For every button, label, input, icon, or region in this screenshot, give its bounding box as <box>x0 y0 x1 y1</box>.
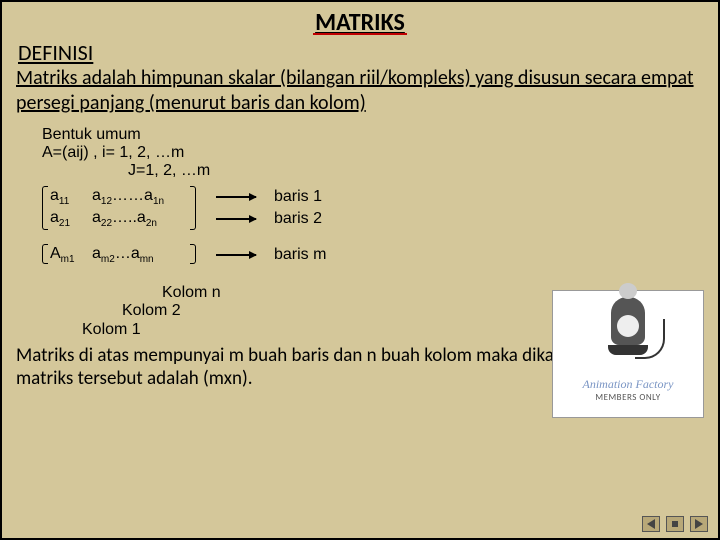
matrix-row-1: a11 a12……a1n <box>50 186 188 208</box>
bracket-left-icon <box>42 244 48 264</box>
triangle-right-icon <box>695 519 703 529</box>
robot-icon <box>603 297 653 375</box>
bentuk-line3: J=1, 2, …m <box>128 162 718 180</box>
matrix-row-m: Am1 am2…amn <box>50 244 188 266</box>
bentuk-line2: A=(aij) , i= 1, 2, …m <box>42 144 718 162</box>
slide-title: MATRIKS <box>2 2 718 37</box>
row-label-m: baris m <box>274 246 326 264</box>
arrow-icon <box>216 196 256 198</box>
section-heading: DEFINISI <box>18 39 718 66</box>
row-label-1: baris 1 <box>274 188 322 206</box>
prev-button[interactable] <box>642 516 660 532</box>
watermark-members: MEMBERS ONLY <box>553 392 703 403</box>
bentuk-line1: Bentuk umum <box>42 126 718 144</box>
arrow-icon <box>216 218 256 220</box>
square-icon <box>672 521 678 527</box>
arrow-icon <box>216 254 256 256</box>
matrix-row-2: a21 a22…..a2n <box>50 208 188 230</box>
nav-controls <box>642 516 708 532</box>
definition-text: Matriks adalah himpunan skalar (bilangan… <box>16 66 704 116</box>
bracket-left-icon <box>42 186 48 230</box>
row-label-2: baris 2 <box>274 210 322 228</box>
clipart-box: Animation Factory MEMBERS ONLY <box>552 290 704 418</box>
triangle-left-icon <box>647 519 655 529</box>
matrix-display: a11 a12……a1n a21 a22…..a2n baris 1 baris… <box>42 186 718 266</box>
stop-button[interactable] <box>666 516 684 532</box>
watermark-brand: Animation Factory <box>553 377 703 392</box>
next-button[interactable] <box>690 516 708 532</box>
